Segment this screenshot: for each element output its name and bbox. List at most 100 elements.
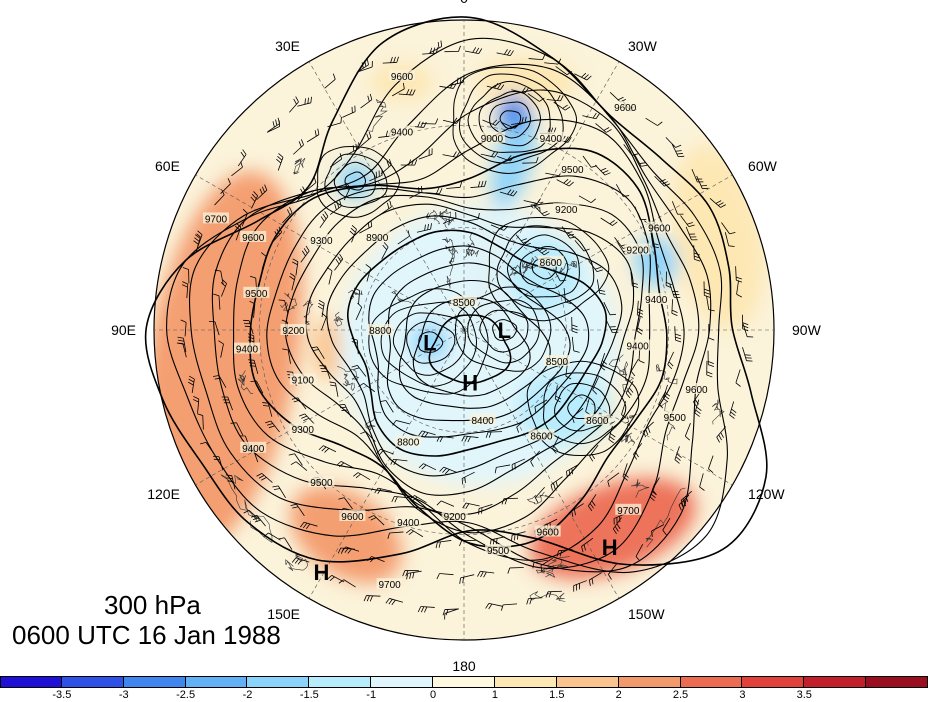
wind-barb-310 — [297, 96, 312, 107]
coast-line-0-10 — [535, 556, 570, 574]
colorbar-swatch-13 — [804, 676, 867, 688]
colorbar-tick-label: -3 — [118, 689, 129, 701]
contour-label-text: 9300 — [310, 236, 333, 247]
contour-labels: 9600 9400 9600 9400 9500 9200 9700 9600 9500 9400… — [203, 69, 710, 591]
wind-barb-304 — [220, 178, 231, 194]
map-canvas: 9600 9400 9600 9400 9500 9200 9700 9600 9500 9400… — [111, 0, 821, 674]
wind-barb-17 — [379, 400, 394, 413]
colorbar-swatch-10 — [618, 676, 681, 688]
colorbar-swatch-5 — [309, 676, 372, 688]
wind-barb-270 — [635, 543, 644, 562]
pressure-centers: H H H L L — [313, 318, 617, 585]
colorbar-swatch-6 — [371, 676, 434, 688]
wind-barb-206 — [436, 573, 454, 580]
wind-barb-167 — [360, 131, 372, 147]
contour-main-8 — [284, 194, 644, 515]
wind-barb-42 — [552, 436, 560, 454]
high-center-1: H — [313, 560, 329, 585]
wind-barb-255 — [724, 232, 735, 247]
wind-barb-128 — [674, 326, 682, 343]
wind-barb-62 — [379, 201, 392, 216]
contour-main-11 — [232, 118, 685, 561]
wind-barb-25 — [397, 230, 410, 245]
contour-label-text: 9400 — [540, 134, 563, 145]
contour-label-28: 9400 — [240, 441, 267, 455]
contour-label-9: 9400 — [234, 342, 260, 356]
wind-barb-0 — [464, 212, 480, 222]
contour-label-17: 8500 — [544, 355, 570, 368]
contour-label-text: 8800 — [369, 326, 392, 337]
wind-barb-250 — [671, 143, 685, 158]
wind-barb-275 — [526, 597, 543, 605]
wind-barb-308 — [267, 117, 280, 132]
wind-barb-229 — [256, 184, 268, 201]
wind-barb-291 — [212, 455, 224, 471]
colorbar-swatch-1 — [61, 676, 124, 688]
wind-barb-187 — [706, 295, 715, 312]
wind-barb-100 — [282, 348, 291, 364]
coast-line-0-8 — [655, 364, 678, 385]
wind-barb-59 — [334, 253, 344, 271]
wind-barb-262 — [729, 401, 737, 419]
contour-label-27: 9300 — [289, 423, 316, 436]
wind-barb-228 — [250, 191, 258, 209]
wind-barb-162 — [282, 207, 293, 224]
wind-barb-263 — [716, 426, 727, 443]
coast-line-1-7 — [285, 554, 309, 572]
contour-label-3: 9400 — [537, 131, 564, 145]
contour-label-1: 9400 — [389, 125, 415, 139]
colorbar-tick-label: 2.5 — [672, 689, 689, 701]
wind-barb-71 — [578, 195, 597, 204]
wind-barb-152 — [265, 420, 280, 433]
contour-low-3-3 — [506, 234, 580, 298]
contour-label-text: 9600 — [648, 224, 671, 235]
wind-barb-88 — [478, 504, 493, 515]
wind-barb-283 — [338, 579, 356, 588]
wind-barb-16 — [392, 420, 410, 426]
contour-label-text: 9500 — [245, 289, 268, 300]
wind-barb-106 — [319, 211, 329, 229]
meridian-330 — [308, 61, 465, 331]
contour-low-2-5 — [459, 73, 564, 164]
wind-barb-50 — [376, 448, 394, 456]
wind-barb-253 — [709, 197, 726, 208]
coast-line-1-9 — [293, 157, 306, 175]
contour-label-text: 9300 — [292, 425, 315, 436]
wind-barb-143 — [435, 540, 452, 549]
contour-low-0-2 — [406, 321, 456, 364]
contour-label-12: 9300 — [308, 234, 335, 247]
contour-label-text: 9400 — [397, 518, 420, 529]
valid-time-label: 0600 UTC 16 Jan 1988 — [12, 620, 281, 650]
wind-barb-237 — [398, 88, 416, 96]
wind-barb-54 — [319, 365, 331, 380]
wind-barb-109 — [369, 169, 383, 182]
wind-barb-171 — [442, 117, 461, 124]
longitude-labels: 0 30W 60W 90W 120W 150W 180 150E 120E 90E 60E 30E — [111, 0, 821, 674]
wind-barb-214 — [272, 485, 286, 499]
colorbar-tick-label: 2 — [615, 689, 622, 701]
colorbar-swatch-2 — [123, 676, 186, 688]
wind-barb-49 — [390, 458, 408, 466]
contour-low-3-2 — [519, 246, 569, 290]
wind-barb-219 — [221, 396, 233, 411]
wind-barb-150 — [290, 461, 308, 471]
contour-low-1-3 — [467, 299, 540, 364]
wind-barb-190 — [706, 360, 713, 378]
wind-barb-194 — [674, 446, 682, 464]
wind-barb-35 — [596, 279, 606, 295]
wind-barb-235 — [360, 93, 373, 109]
contour-label-text: 9600 — [391, 72, 414, 83]
wind-barb-303 — [214, 189, 225, 206]
wind-barb-38 — [599, 353, 608, 371]
coastlines — [220, 98, 725, 602]
contour-label-8: 9500 — [243, 286, 270, 300]
wind-barb-70 — [556, 178, 574, 187]
contour-label-22: 9600 — [646, 221, 673, 235]
coast-line-2-6 — [442, 237, 455, 256]
wind-barb-52 — [338, 404, 352, 418]
wind-barb-245 — [574, 72, 592, 81]
contour-label-text: 9100 — [292, 376, 315, 387]
contour-main-10 — [249, 147, 668, 548]
contour-label-text: 8800 — [397, 438, 420, 449]
wind-barb-61 — [359, 220, 373, 234]
